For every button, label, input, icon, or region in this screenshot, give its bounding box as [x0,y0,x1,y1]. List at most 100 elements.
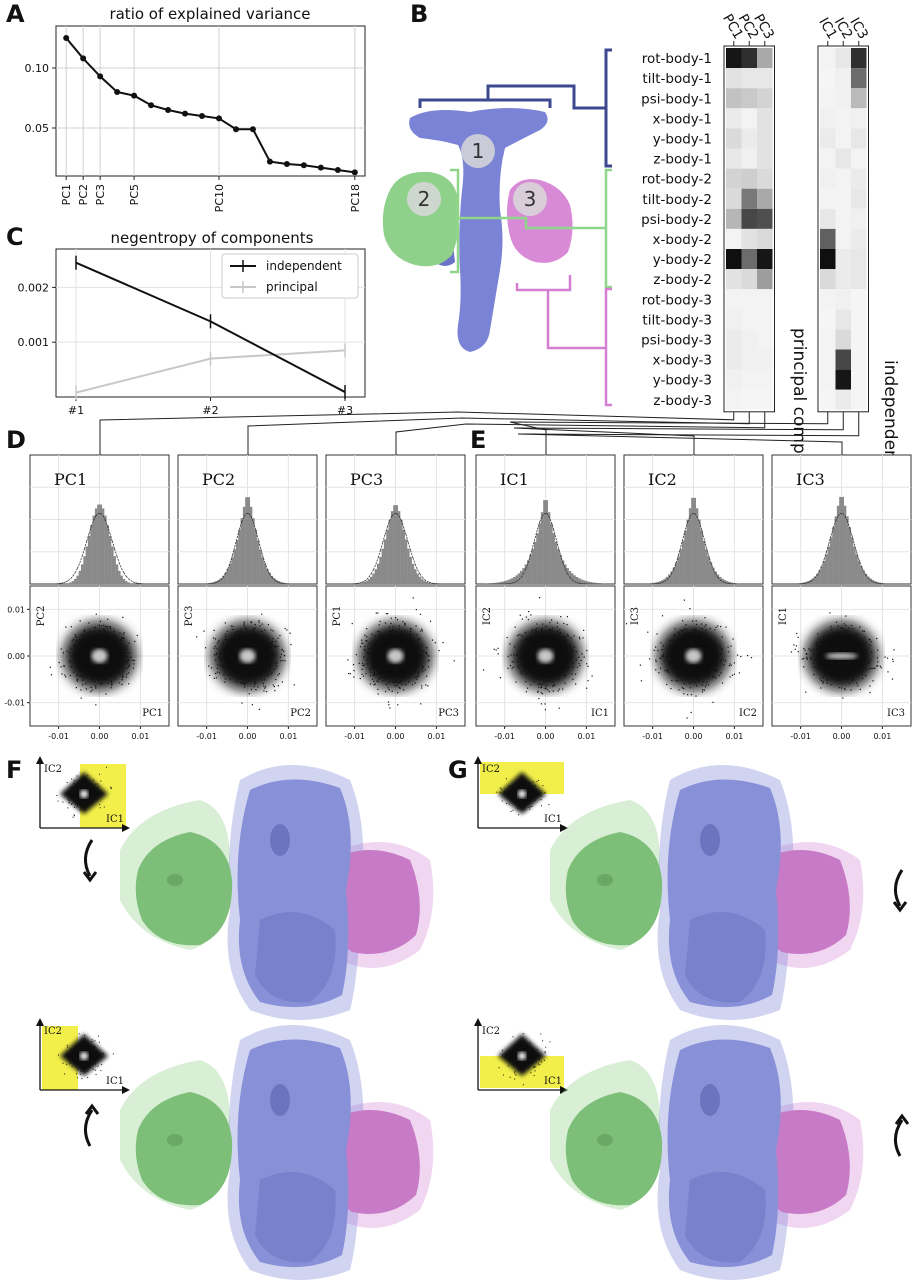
rotation-arrowhead [82,871,98,883]
histogram-bar [256,540,260,584]
histogram-bar [705,549,708,584]
body-1-cavity [700,824,720,856]
variance-point [97,73,104,80]
histogram-bar [397,511,401,584]
variance-xtick-label: PC18 [349,184,362,212]
heatmap-row-label: psi-body-2 [641,212,712,228]
histogram-bar [499,582,502,584]
scatter-xlabel: IC3 [887,708,905,719]
histogram-bar [547,512,551,584]
heatmap-row-label: psi-body-1 [641,91,712,107]
body-3-domain [326,1110,420,1214]
histogram-bar [104,515,107,584]
heatmap-row-label: tilt-body-2 [642,192,712,208]
histogram-bar [538,523,542,584]
histogram-bar [381,548,385,584]
component-panel-ic3: IC3 IC1 IC3 -0.01 0.00 0.01 [771,454,912,741]
legend-label-independent: independent [266,259,342,273]
scatter-xtick-label: 0.00 [537,732,555,741]
histogram-bar [684,530,687,584]
histogram-bar [589,582,593,584]
body-2-domain [135,832,233,946]
heatmap-row-label: rot-body-3 [642,292,712,308]
ic-heatmap-cell [851,329,867,350]
heatmap-row-label: tilt-body-1 [642,71,712,87]
histogram-bar [834,516,838,584]
scatter-xtick-label: 0.00 [833,732,851,741]
heatmap-row-label: tilt-body-3 [642,312,712,328]
rotation-arrow [84,1109,94,1147]
histogram-bar [78,570,82,584]
component-connectors [99,411,860,455]
domain-motion-render [550,1025,864,1280]
histogram-bar [496,582,500,584]
pc-connector [247,411,750,455]
histogram-bar [651,582,655,584]
histogram-bar [709,562,713,584]
histogram-bar [430,583,433,584]
histogram-bar [508,579,511,584]
variance-point [249,126,256,133]
pc-heatmap-cell [726,188,742,209]
variance-point [165,107,172,113]
legend-label-principal: principal [266,280,318,294]
histogram-bar [219,578,223,584]
inset-f-top: IC2 IC1 [36,756,130,832]
density-map-illustration: 1 2 3 [382,48,612,407]
histogram-bar [242,506,246,584]
histogram-bar [127,582,130,584]
histogram-bar [390,511,394,584]
histogram-bar [732,582,736,584]
ic-heatmap-cell [851,188,867,209]
ic-heatmap-cell [820,128,836,149]
histogram-bar [869,578,872,584]
histogram-bar [860,566,863,584]
ic-heatmap-cell [835,269,851,290]
histogram-bar [712,567,715,584]
pc-heatmap-cell [726,208,742,229]
histogram-bar [87,535,91,584]
histogram-bar [716,574,720,584]
body-2-bracket [450,168,612,289]
histogram-bar [266,568,269,584]
pc-heatmap-cell [757,88,773,109]
histogram-bar [533,541,537,584]
heatmap-row-label: rot-body-2 [642,172,712,188]
pc-heatmap-cell [757,329,773,350]
scatter-ytick-label: 0.00 [7,652,25,661]
pc-heatmap-cell [741,148,757,169]
histogram-bar [862,570,865,584]
histogram-bar [543,500,546,584]
inset-xlabel: IC1 [544,1076,562,1087]
histogram-bar [238,529,241,584]
histogram-bar [233,549,237,584]
pc-heatmap-cell [726,389,742,410]
inset-xlabel: IC1 [106,814,124,825]
histogram-bar [656,581,659,584]
body-1-lobe [255,912,336,1003]
ic-heatmap-cell [835,168,851,189]
variance-xtick-label: PC2 [77,184,90,205]
histogram-bar [80,564,84,584]
variance-point [215,115,222,122]
histogram-bar [510,578,514,584]
heatmap-row-label: y-body-2 [653,252,712,268]
heatmap-row-label: y-body-1 [653,131,712,147]
histogram-bar [254,529,257,584]
histogram-bar [818,570,821,584]
histogram-bar [529,555,532,584]
negentropy-xtick-label: #2 [202,404,218,417]
histogram-bar [268,572,271,584]
pc-heatmap-cell [757,148,773,169]
scatter-xtick-label: 0.01 [725,732,743,741]
pc-heatmap-cell [726,228,742,249]
histogram-bar [702,540,706,584]
histogram-bar [259,549,262,584]
pc-heatmap-cell [741,228,757,249]
variance-xtick-label: PC10 [213,184,226,212]
histogram-bar [564,564,567,584]
pc-heatmap-cell [726,128,742,149]
body-1-cavity [700,1084,720,1116]
pc-heatmap-cell [741,68,757,89]
